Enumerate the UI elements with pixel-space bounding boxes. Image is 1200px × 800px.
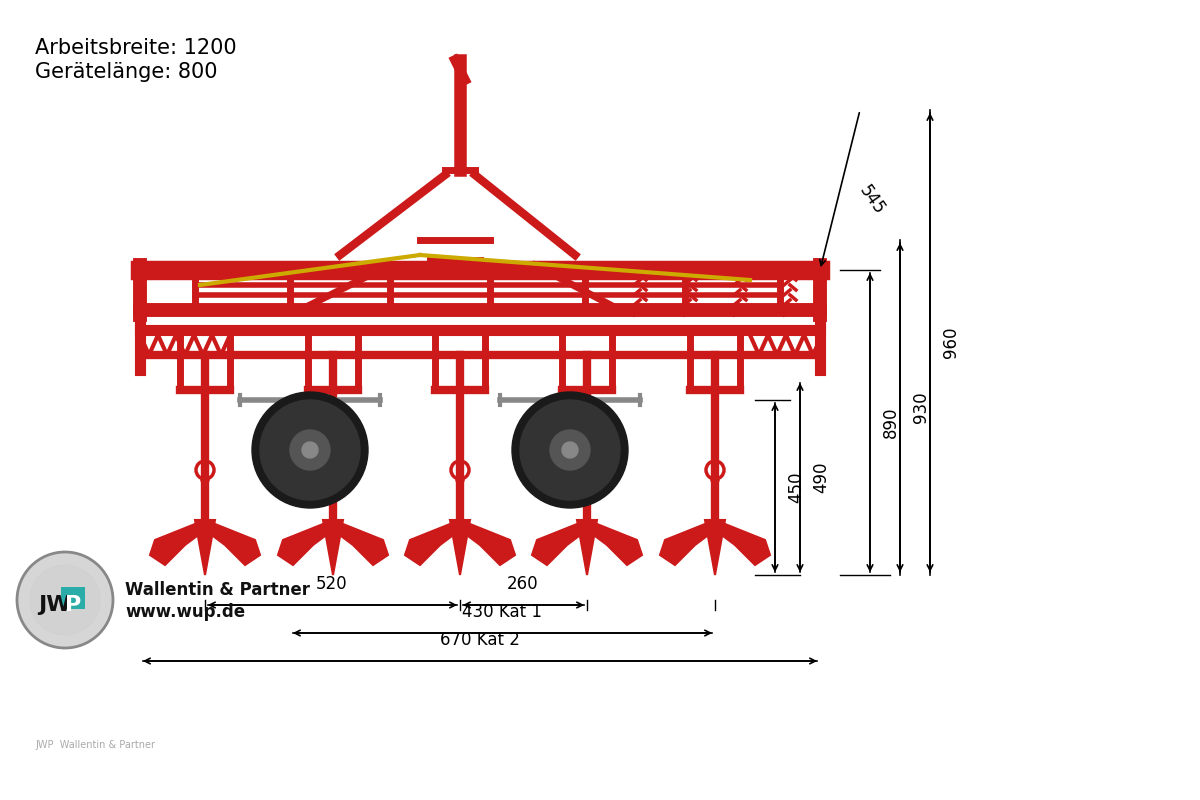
Text: www.wup.de: www.wup.de [125,603,245,621]
Text: 520: 520 [316,575,348,593]
Text: P: P [65,595,82,615]
Circle shape [583,476,592,484]
Text: JWP  Wallentin & Partner: JWP Wallentin & Partner [35,740,155,750]
Polygon shape [150,520,205,565]
Polygon shape [706,520,725,575]
Text: Arbeitsbreite: 1200: Arbeitsbreite: 1200 [35,38,236,58]
Circle shape [290,430,330,470]
Text: 490: 490 [812,462,830,493]
Circle shape [260,400,360,500]
Polygon shape [334,520,388,565]
Circle shape [550,430,590,470]
Polygon shape [715,520,770,565]
Text: 930: 930 [912,391,930,423]
Text: 430 Kat 1: 430 Kat 1 [462,603,542,621]
Circle shape [30,565,100,635]
Polygon shape [278,520,334,565]
Text: 545: 545 [854,182,888,218]
Text: JW: JW [38,595,71,615]
Text: 960: 960 [942,326,960,358]
Circle shape [512,392,628,508]
Polygon shape [532,520,587,565]
Polygon shape [450,520,470,575]
Polygon shape [406,520,460,565]
Text: 670 Kat 2: 670 Kat 2 [440,631,520,649]
Polygon shape [194,520,215,575]
Polygon shape [205,520,260,565]
Text: 450: 450 [787,471,805,502]
Circle shape [17,552,113,648]
Text: Gerätelänge: 800: Gerätelänge: 800 [35,62,217,82]
Circle shape [329,476,337,484]
Circle shape [562,442,578,458]
Circle shape [252,392,368,508]
Text: Wallentin & Partner: Wallentin & Partner [125,581,310,599]
Circle shape [520,400,620,500]
Polygon shape [660,520,715,565]
Polygon shape [587,520,642,565]
Polygon shape [323,520,343,575]
Circle shape [710,476,719,484]
Text: 260: 260 [508,575,539,593]
Circle shape [302,442,318,458]
Polygon shape [577,520,598,575]
Circle shape [202,476,209,484]
Text: 890: 890 [882,406,900,438]
Circle shape [456,476,464,484]
FancyBboxPatch shape [61,587,85,609]
Polygon shape [460,520,515,565]
